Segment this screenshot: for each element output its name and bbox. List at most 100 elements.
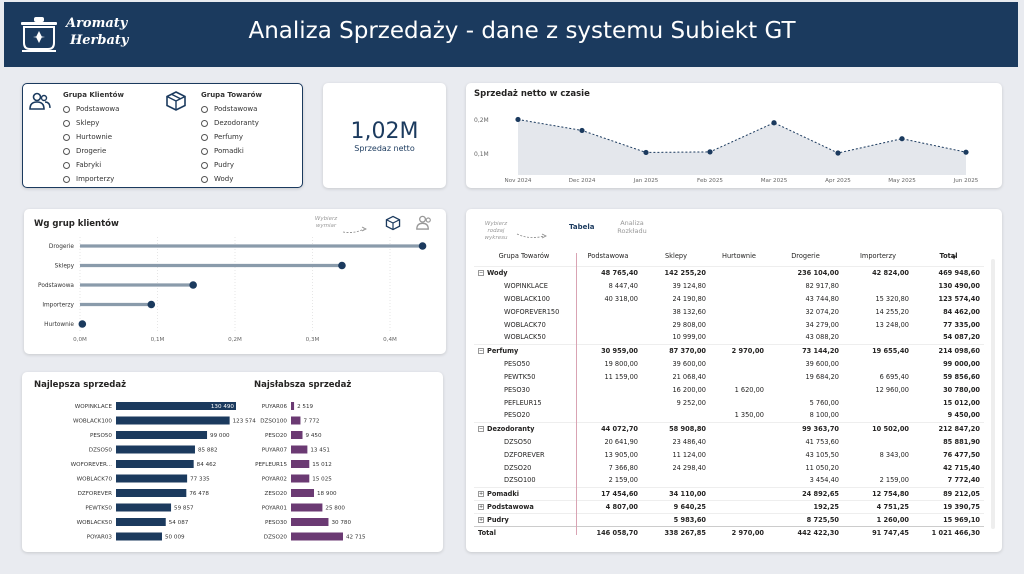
client-option-sklepy[interactable]: Sklepy [63,116,119,130]
matrix-header[interactable]: Podstawowa [587,251,629,260]
client-option-fabryki[interactable]: Fabryki [63,158,119,172]
cell-text: 7 366,80 [608,463,638,472]
matrix-cell: 30 780,00 [913,383,984,396]
product-option-dezodoranty[interactable]: Dezodoranty [201,116,259,130]
cell-text: WOBLACK70 [504,320,546,329]
matrix-row[interactable]: WOBLACK100 40 318,00 24 190,80 43 744,80 15 … [474,292,984,305]
matrix-row[interactable]: WOBLACK50 10 999,00 43 088,20 54 087,20 [474,331,984,344]
cell-text: 19 390,75 [943,502,980,511]
worst-product-label: DZSO20 [264,535,288,541]
matrix-cell: 42 715,40 [913,461,984,474]
matrix-row[interactable]: DZSO100 2 159,00 3 454,40 2 159,00 7 772,40 [474,474,984,487]
matrix-header[interactable]: Grupa Towarów [498,251,550,260]
cell-text: 39 600,00 [805,359,839,368]
expand-icon[interactable]: + [478,503,484,510]
product-option-wody[interactable]: Wody [201,172,259,186]
product-dimension-icon[interactable] [385,215,401,231]
matrix-group-row[interactable]: + Pomadki 17 454,60 34 110,00 24 892,65 12 75… [474,486,984,500]
matrix-cell: 87 370,00 [642,343,710,357]
worst-bar [291,416,301,425]
matrix-row[interactable]: DZSO20 7 366,80 24 298,40 11 050,20 42 715,4… [474,461,984,474]
matrix-row[interactable]: PEWTK50 11 159,00 21 068,40 19 684,20 6 695,… [474,370,984,383]
matrix-header[interactable]: Hurtownie [722,251,756,260]
cell-text: 42 715,40 [943,463,980,472]
cell-text: 24 892,65 [802,489,839,498]
product-option-pomadki[interactable]: Pomadki [201,144,259,158]
client-option-importerzy[interactable]: Importerzy [63,172,119,186]
best-product-label: DZFOREVER [78,491,113,497]
matrix-cell: 8 343,00 [843,448,913,461]
best-value-label: 123 574 [233,419,257,425]
client-option-hurtownie[interactable]: Hurtownie [63,130,119,144]
best-bar [116,503,172,512]
worst-value-label: 42 715 [346,535,366,541]
matrix-group-row[interactable]: + Podstawowa 4 807,00 9 640,25 192,25 4 751,2… [474,499,984,513]
expand-icon[interactable]: + [478,516,484,523]
matrix-row[interactable]: WOBLACK70 29 808,00 34 279,00 13 248,00 77 3… [474,318,984,331]
matrix-cell [574,383,642,396]
cell-text: WOBLACK50 [504,333,546,342]
cell-text: 99 000,00 [943,359,980,368]
matrix-total-row[interactable]: Total 146 058,70 338 267,85 2 970,00 442 422… [474,525,984,539]
matrix-cell: 1 260,00 [843,512,913,526]
matrix-cell: 82 917,80 [768,279,843,292]
sort-desc-icon: ▼ [952,255,956,261]
matrix-cell: 91 747,45 [843,525,913,539]
matrix-group-row[interactable]: − Wody 48 765,40 142 255,20 236 104,00 42 824… [474,265,984,279]
matrix-cell: 5 760,00 [768,396,843,409]
cell-text: 2 159,00 [879,476,909,485]
matrix-cell [574,396,642,409]
matrix-row[interactable]: PESO20 1 350,00 8 100,00 9 450,00 [474,409,984,422]
matrix-cell: 3 454,40 [768,474,843,487]
matrix-cell: 16 200,00 [642,383,710,396]
x-tick-label: Feb 2025 [697,178,723,184]
tab-table[interactable]: Tabela [569,223,595,231]
matrix-header[interactable]: Drogerie [791,251,820,260]
matrix-cell [574,305,642,318]
expand-icon[interactable]: + [478,490,484,497]
hint-arrow-icon [516,233,547,239]
matrix-cell: 192,25 [768,499,843,513]
matrix-cell [710,435,768,448]
matrix-row[interactable]: PESO50 19 800,00 39 600,00 39 600,00 99 000,… [474,357,984,370]
collapse-icon[interactable]: − [478,425,484,432]
collapse-icon[interactable]: − [478,347,484,354]
sales-point [835,150,841,156]
matrix-row[interactable]: WOFOREVER150 38 132,60 32 074,20 14 255,20 8… [474,305,984,318]
matrix-row[interactable]: DZSO50 20 641,90 23 486,40 41 753,60 85 881,… [474,435,984,448]
matrix-cell: 19 800,00 [574,357,642,370]
worst-bar [291,474,310,483]
matrix-cell: 39 600,00 [768,357,843,370]
matrix-row[interactable]: PEFLEUR15 9 252,00 5 760,00 15 012,00 [474,396,984,409]
client-dimension-icon[interactable] [416,215,434,230]
product-option-pudry[interactable]: Pudry [201,158,259,172]
matrix-row[interactable]: WOPINKLACE 8 447,40 39 124,80 82 917,80 130 … [474,279,984,292]
logo-wordmark: Aromaty Herbaty [66,16,129,48]
matrix-header[interactable]: Importerzy [859,251,896,260]
best-worst-card: Najlepsza sprzedaż Najsłabsza sprzedaż W… [22,372,443,552]
product-option-podstawowa[interactable]: Podstawowa [201,102,259,116]
tab-distribution-analysis[interactable]: Analiza Rozkładu [617,219,647,235]
matrix-row[interactable]: PESO30 16 200,00 1 620,00 12 960,00 30 780,0… [474,383,984,396]
cell-text: Perfumy [487,346,519,355]
matrix-group-row[interactable]: + Pudry 5 983,60 8 725,50 1 260,00 15 969,10 [474,512,984,526]
product-option-perfumy[interactable]: Perfumy [201,130,259,144]
matrix-header-total[interactable]: Total ▼ [939,251,958,261]
best-bar [116,489,187,497]
vertical-scrollbar[interactable] [991,259,995,529]
cell-text: 5 760,00 [809,398,839,407]
client-option-drogerie[interactable]: Drogerie [63,144,119,158]
matrix-header[interactable]: Sklepy [665,251,687,260]
cell-text: 14 255,20 [875,307,909,316]
matrix-cell: 54 087,20 [913,331,984,344]
matrix-group-row[interactable]: − Dezodoranty 44 072,70 58 908,80 99 363,70 1… [474,421,984,435]
matrix-group-row[interactable]: − Perfumy 30 959,00 87 370,00 2 970,00 73 144… [474,343,984,357]
cell-text: 10 502,00 [872,424,909,433]
client-option-podstawowa[interactable]: Podstawowa [63,102,119,116]
cell-text: 24 190,80 [672,294,706,303]
collapse-icon[interactable]: − [478,269,484,276]
cell-text: 42 824,00 [872,268,909,277]
sales-point [899,136,905,142]
matrix-row[interactable]: DZFOREVER 13 905,00 11 124,00 43 105,50 8 34… [474,448,984,461]
product-box-icon [166,91,186,111]
